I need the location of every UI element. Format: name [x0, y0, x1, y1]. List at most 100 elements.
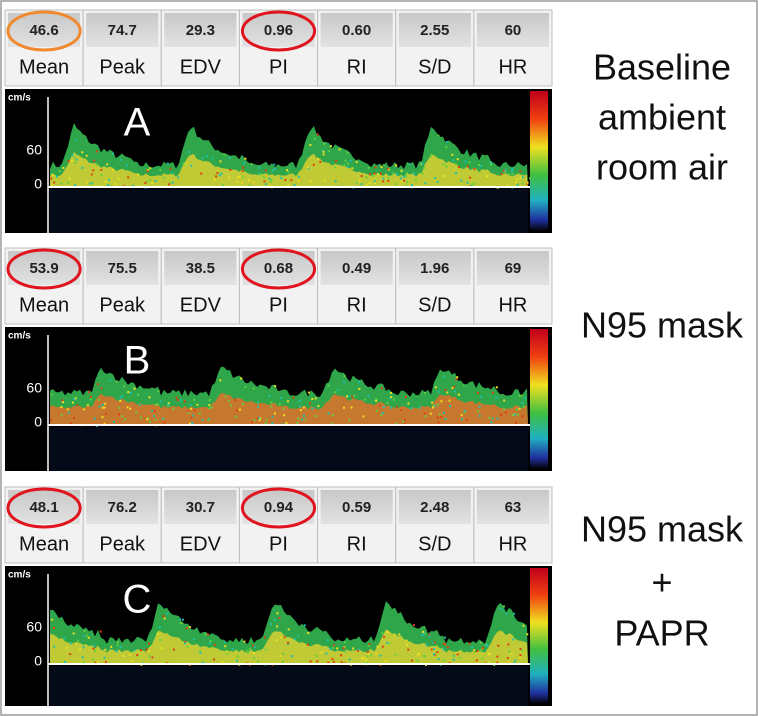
- speckle: [182, 163, 185, 166]
- speckle: [320, 651, 323, 654]
- speckle: [496, 661, 499, 664]
- speckle: [145, 180, 148, 183]
- speckle: [282, 661, 285, 664]
- speckle: [323, 179, 326, 182]
- speckle: [253, 419, 256, 422]
- speckle: [269, 623, 272, 626]
- caption-line: N95 mask: [581, 509, 744, 550]
- speckle: [184, 642, 187, 645]
- speckle: [264, 169, 267, 172]
- speckle: [101, 403, 104, 406]
- speckle: [395, 183, 398, 186]
- color-bar: [530, 568, 548, 704]
- speckle: [282, 652, 285, 655]
- speckle: [251, 421, 254, 424]
- speckle: [167, 402, 170, 405]
- speckle: [92, 644, 95, 647]
- speckle: [380, 172, 383, 175]
- speckle: [514, 181, 517, 184]
- speckle: [313, 137, 316, 140]
- speckle: [510, 652, 513, 655]
- speckle: [259, 417, 262, 420]
- speckle: [451, 387, 454, 390]
- speckle: [204, 633, 207, 636]
- speckle: [443, 411, 446, 414]
- speckle: [117, 413, 120, 416]
- speckle: [280, 397, 283, 400]
- speckle: [416, 659, 419, 662]
- speckle: [228, 176, 231, 179]
- speckle: [56, 175, 59, 178]
- metric-value-bg: [320, 251, 393, 285]
- speckle: [405, 175, 408, 178]
- speckle: [468, 161, 471, 164]
- speckle: [327, 661, 330, 664]
- speckle: [516, 413, 519, 416]
- highlight-circle: [240, 248, 317, 290]
- speckle: [252, 387, 255, 390]
- speckle: [163, 421, 166, 424]
- speckle: [87, 636, 90, 639]
- speckle: [375, 399, 378, 402]
- speckle: [489, 161, 492, 164]
- speckle: [219, 160, 222, 163]
- speckle: [365, 658, 368, 661]
- speckle: [388, 642, 391, 645]
- speckle: [208, 407, 211, 410]
- speckle: [248, 184, 251, 187]
- speckle: [323, 142, 326, 145]
- metric-value: 1.96: [420, 260, 449, 277]
- speckle: [443, 636, 446, 639]
- waveform-core: [50, 393, 528, 425]
- metric-value: 0.60: [342, 22, 371, 39]
- speckle: [278, 403, 281, 406]
- speckle: [499, 607, 502, 610]
- speckle: [367, 653, 370, 656]
- speckle: [86, 181, 89, 184]
- speckle: [332, 646, 335, 649]
- speckle: [511, 167, 514, 170]
- speckle: [186, 645, 189, 648]
- speckle: [153, 409, 156, 412]
- speckle: [98, 405, 101, 408]
- speckle: [121, 395, 124, 398]
- speckle: [454, 162, 457, 165]
- speckle: [432, 406, 435, 409]
- speckle: [463, 411, 466, 414]
- metric-value-bg: [164, 251, 237, 285]
- speckle: [92, 658, 95, 661]
- metric-label: S/D: [418, 533, 451, 555]
- speckle: [107, 183, 110, 186]
- speckle: [380, 413, 383, 416]
- speckle: [76, 404, 79, 407]
- speckle: [516, 177, 519, 180]
- speckle: [436, 651, 439, 654]
- speckle: [189, 407, 192, 410]
- speckle: [252, 644, 255, 647]
- speckle: [119, 399, 122, 402]
- speckle: [93, 159, 96, 162]
- metric-value: 2.55: [420, 22, 449, 39]
- speckle: [329, 145, 332, 148]
- speckle: [519, 647, 522, 650]
- metric-label: Mean: [19, 533, 69, 555]
- metric-value: 38.5: [186, 260, 215, 277]
- speckle: [504, 169, 507, 172]
- speckle: [369, 653, 372, 656]
- speckle: [502, 408, 505, 411]
- speckle: [460, 418, 463, 421]
- speckle: [238, 408, 241, 411]
- speckle: [423, 412, 426, 415]
- speckle: [268, 177, 271, 180]
- speckle: [361, 657, 364, 660]
- speckle: [147, 417, 150, 420]
- speckle: [473, 168, 476, 171]
- speckle: [240, 377, 243, 380]
- speckle: [179, 618, 182, 621]
- speckle: [301, 418, 304, 421]
- speckle: [208, 399, 211, 402]
- speckle: [69, 653, 72, 656]
- speckle: [446, 391, 449, 394]
- speckle: [443, 659, 446, 662]
